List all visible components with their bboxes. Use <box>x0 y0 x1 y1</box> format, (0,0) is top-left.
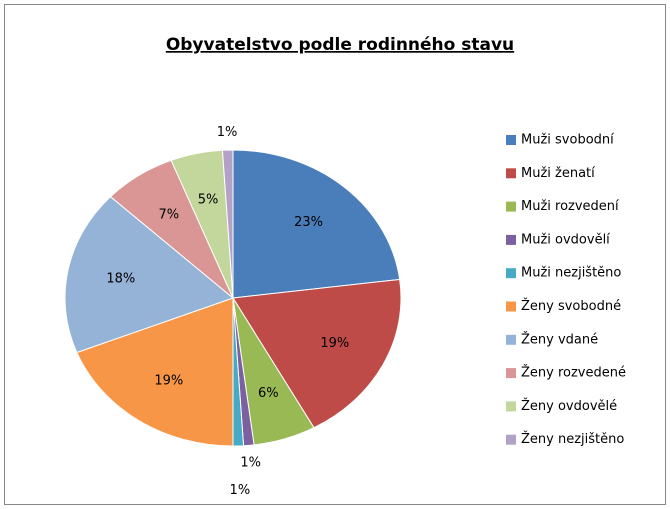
data-label: 7% <box>158 207 179 222</box>
legend-swatch <box>506 234 516 245</box>
chart-title: Obyvatelstvo podle rodinného stavu <box>166 35 514 55</box>
legend-swatch <box>506 268 516 279</box>
legend-label: Muži nezjištěno <box>521 266 621 281</box>
data-label: 19% <box>154 374 183 389</box>
legend-swatch <box>506 168 516 179</box>
legend-swatch <box>506 201 516 212</box>
legend-label: Ženy vdané <box>521 331 598 347</box>
legend-label: Ženy ovdovělé <box>521 398 617 414</box>
data-label: 23% <box>294 215 323 230</box>
legend-label: Ženy rozvedené <box>521 365 626 381</box>
legend-swatch <box>506 334 516 345</box>
pie-slice <box>232 149 401 299</box>
data-label: 1% <box>217 125 238 140</box>
data-label: 5% <box>198 192 219 207</box>
data-label: 1% <box>240 456 261 471</box>
legend-swatch <box>506 401 516 412</box>
pie-slice <box>76 297 234 447</box>
pie-slice <box>221 149 234 299</box>
data-label: 1% <box>230 483 251 498</box>
legend-label: Muži rozvedení <box>521 199 619 214</box>
pie-slice <box>232 278 402 429</box>
legend-label: Muži svobodní <box>521 133 614 148</box>
legend-swatch <box>506 434 516 445</box>
legend-label: Ženy nezjištěno <box>521 431 624 447</box>
data-label: 19% <box>320 336 349 351</box>
legend-swatch <box>506 368 516 379</box>
legend-label: Muži ovdovělí <box>521 232 610 247</box>
legend-swatch <box>506 301 516 312</box>
data-label: 18% <box>106 272 135 287</box>
data-label: 6% <box>258 386 279 401</box>
legend-label: Muži ženatí <box>521 166 595 181</box>
legend-swatch <box>506 135 516 145</box>
pie-slice <box>64 196 235 354</box>
legend-label: Ženy svobodné <box>521 298 621 314</box>
